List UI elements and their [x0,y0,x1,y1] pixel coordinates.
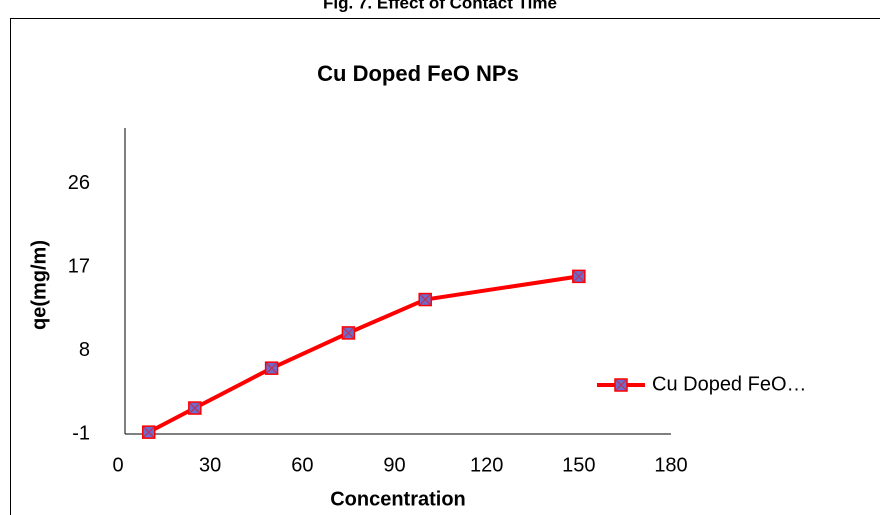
marker [188,401,202,415]
x-tick-label: 120 [470,454,503,476]
x-tick-label: 180 [654,454,687,476]
y-tick-label: -1 [72,422,90,444]
y-axis-label: qe(mg/m) [28,240,50,330]
y-tick-label: 17 [68,255,90,277]
x-tick-label: 0 [112,454,123,476]
data-line [147,274,580,434]
figure-caption: Fig. 7. Effect of Contact Time [323,0,557,12]
legend-marker [614,378,628,392]
x-axis-label: Concentration [330,488,466,510]
x-tick-label: 60 [291,454,313,476]
y-tick-label: 8 [79,339,90,361]
marker [572,269,586,284]
marker [341,326,356,340]
marker [141,425,156,439]
marker [264,361,279,375]
x-tick-label: 90 [383,454,405,476]
chart-border [10,18,880,515]
legend-label: Cu Doped FeO… [652,373,807,395]
chart-title: Cu Doped FeO NPs [317,61,519,86]
x-tick-label: 150 [562,454,595,476]
x-tick-label: 30 [199,454,221,476]
marker [418,292,432,307]
y-tick-label: 26 [68,172,90,194]
